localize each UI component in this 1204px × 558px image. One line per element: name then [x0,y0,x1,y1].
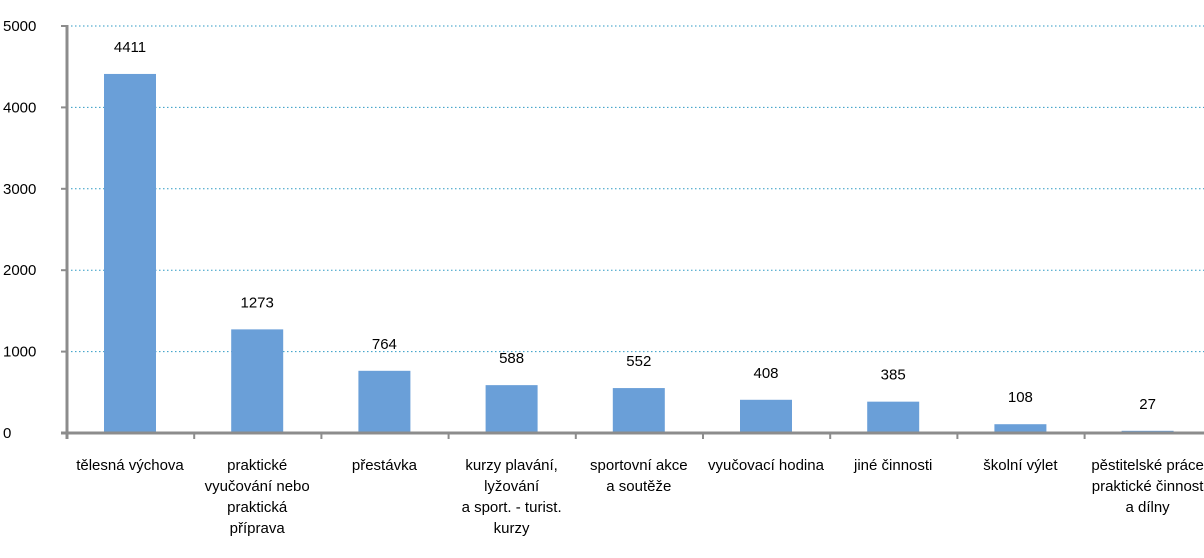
data-label: 764 [372,336,397,353]
bar [740,399,792,433]
x-category-label-line: praktické činnost [1092,478,1204,495]
x-category-label-line: sportovní akce [590,457,688,474]
x-category-label-line: praktická [227,499,288,516]
bars [104,73,1174,433]
data-label: 27 [1139,396,1156,413]
x-category-label: pěstitelské práce praktické činnost a díln… [1091,457,1204,516]
x-category-label-line: a sport. - turist. [462,499,562,516]
x-category-label-line: vyučovací hodina [708,457,825,474]
x-category-label: jiné činnosti [853,457,932,474]
x-category-label: sportovní akce a soutěže [590,457,688,495]
y-tick-label: 2000 [3,262,36,279]
data-label: 108 [1008,389,1033,406]
data-label: 588 [499,350,524,367]
data-label: 385 [881,367,906,384]
x-category-label-line: a soutěže [606,478,671,495]
x-category-label-line: příprava [230,520,286,537]
data-label: 4411 [114,39,146,56]
axes [61,25,1204,439]
bar [867,401,920,433]
x-category-label: praktické vyučování nebo praktická příprava [205,457,310,537]
bar [358,370,411,433]
x-category-label-line: a dílny [1125,499,1170,516]
x-category-label-line: tělesná výchova [76,457,184,474]
x-category-label-line: vyučování nebo [205,478,310,495]
x-axis-category-labels: tělesná výchova praktické vyučování nebo pr… [76,457,1204,537]
y-tick-label: 0 [3,425,11,442]
x-category-label-line: přestávka [352,457,418,474]
y-tick-label: 4000 [3,99,36,116]
bar [485,385,538,433]
x-category-label: školní výlet [983,457,1058,474]
x-category-label-line: kurzy [494,520,530,537]
x-category-label-line: školní výlet [983,457,1058,474]
gridlines [67,25,1204,353]
bar [994,424,1047,433]
x-category-label-line: kurzy plavání, [465,457,558,474]
x-category-label: tělesná výchova [76,457,184,474]
bar [612,388,665,433]
data-label: 1273 [241,294,274,311]
data-labels: 4411 1273 764 588 552 408 385 108 27 [114,39,1156,413]
x-category-label: vyučovací hodina [708,457,825,474]
x-category-label: kurzy plavání, lyžování a sport. - turist.… [462,457,562,537]
y-tick-label: 5000 [3,18,36,35]
data-label: 552 [626,353,651,370]
bar [231,329,284,433]
x-category-label: přestávka [352,457,418,474]
x-category-label-line: praktické [227,457,287,474]
y-axis-tick-labels: 0 1000 2000 3000 4000 5000 [3,18,36,442]
y-tick-label: 3000 [3,181,36,198]
x-category-label-line: lyžování [484,478,540,495]
x-category-label-line: jiné činnosti [853,457,932,474]
bar [104,73,156,433]
y-tick-label: 1000 [3,344,36,361]
data-label: 408 [753,365,778,382]
x-category-label-line: pěstitelské práce [1091,457,1204,474]
